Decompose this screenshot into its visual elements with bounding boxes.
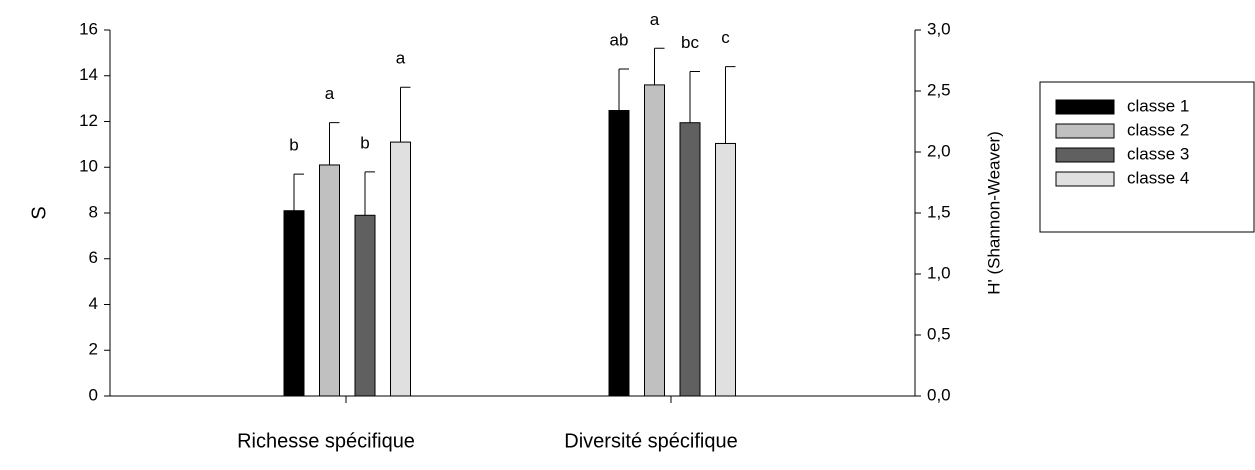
significance-label: b bbox=[289, 136, 298, 155]
x-tick-label: Diversité spécifique bbox=[564, 430, 737, 452]
y-tick-label: 12 bbox=[79, 111, 98, 130]
significance-label: a bbox=[325, 84, 335, 103]
bar bbox=[354, 214, 376, 397]
legend-label: classe 1 bbox=[1127, 96, 1189, 115]
error-bar bbox=[329, 122, 340, 165]
bar bbox=[715, 142, 736, 397]
y2-tick-label: 2,0 bbox=[927, 141, 951, 160]
y2-tick-label: 1,0 bbox=[927, 263, 951, 282]
error-bar bbox=[400, 86, 411, 143]
y-tick-label: 4 bbox=[89, 294, 98, 313]
y-tick-label: 2 bbox=[89, 340, 98, 359]
y-tick-label: 16 bbox=[79, 19, 98, 38]
y2-tick-label: 0,0 bbox=[927, 385, 951, 404]
y-tick-label: 8 bbox=[89, 202, 98, 221]
error-bar bbox=[618, 68, 629, 111]
error-bar bbox=[293, 173, 304, 211]
x-tick-label: Richesse spécifique bbox=[237, 430, 415, 452]
error-bar bbox=[364, 171, 375, 216]
significance-label: a bbox=[396, 49, 406, 68]
legend-swatch bbox=[1055, 171, 1115, 187]
legend-box bbox=[1039, 81, 1255, 233]
significance-label: c bbox=[721, 28, 730, 47]
significance-label: b bbox=[360, 133, 369, 152]
y2-tick-label: 3,0 bbox=[927, 19, 951, 38]
y-tick-label: 0 bbox=[89, 385, 98, 404]
y-tick-label: 14 bbox=[79, 65, 98, 84]
error-bar bbox=[654, 47, 665, 85]
y-axis-label: S bbox=[28, 206, 50, 219]
y2-tick-label: 1,5 bbox=[927, 202, 951, 221]
significance-label: ab bbox=[610, 31, 629, 50]
y-tick-label: 6 bbox=[89, 248, 98, 267]
bar bbox=[390, 141, 411, 397]
y-tick-label: 10 bbox=[79, 157, 98, 176]
legend-label: classe 4 bbox=[1127, 168, 1189, 187]
bar bbox=[644, 84, 665, 397]
bar bbox=[608, 110, 630, 397]
legend-swatch bbox=[1055, 99, 1115, 115]
legend-swatch bbox=[1055, 123, 1115, 139]
legend-label: classe 2 bbox=[1127, 120, 1189, 139]
y2-tick-label: 2,5 bbox=[927, 80, 951, 99]
y2-axis-label: H' (Shannon-Weaver) bbox=[984, 131, 1003, 295]
legend-swatch bbox=[1055, 147, 1115, 163]
significance-label: a bbox=[650, 10, 660, 29]
bar bbox=[283, 210, 305, 397]
legend-label: classe 3 bbox=[1127, 144, 1189, 163]
significance-label: bc bbox=[681, 33, 699, 52]
bar bbox=[319, 164, 340, 397]
error-bar bbox=[725, 66, 736, 144]
error-bar bbox=[689, 70, 700, 123]
bar bbox=[679, 122, 701, 397]
y2-tick-label: 0,5 bbox=[927, 324, 951, 343]
